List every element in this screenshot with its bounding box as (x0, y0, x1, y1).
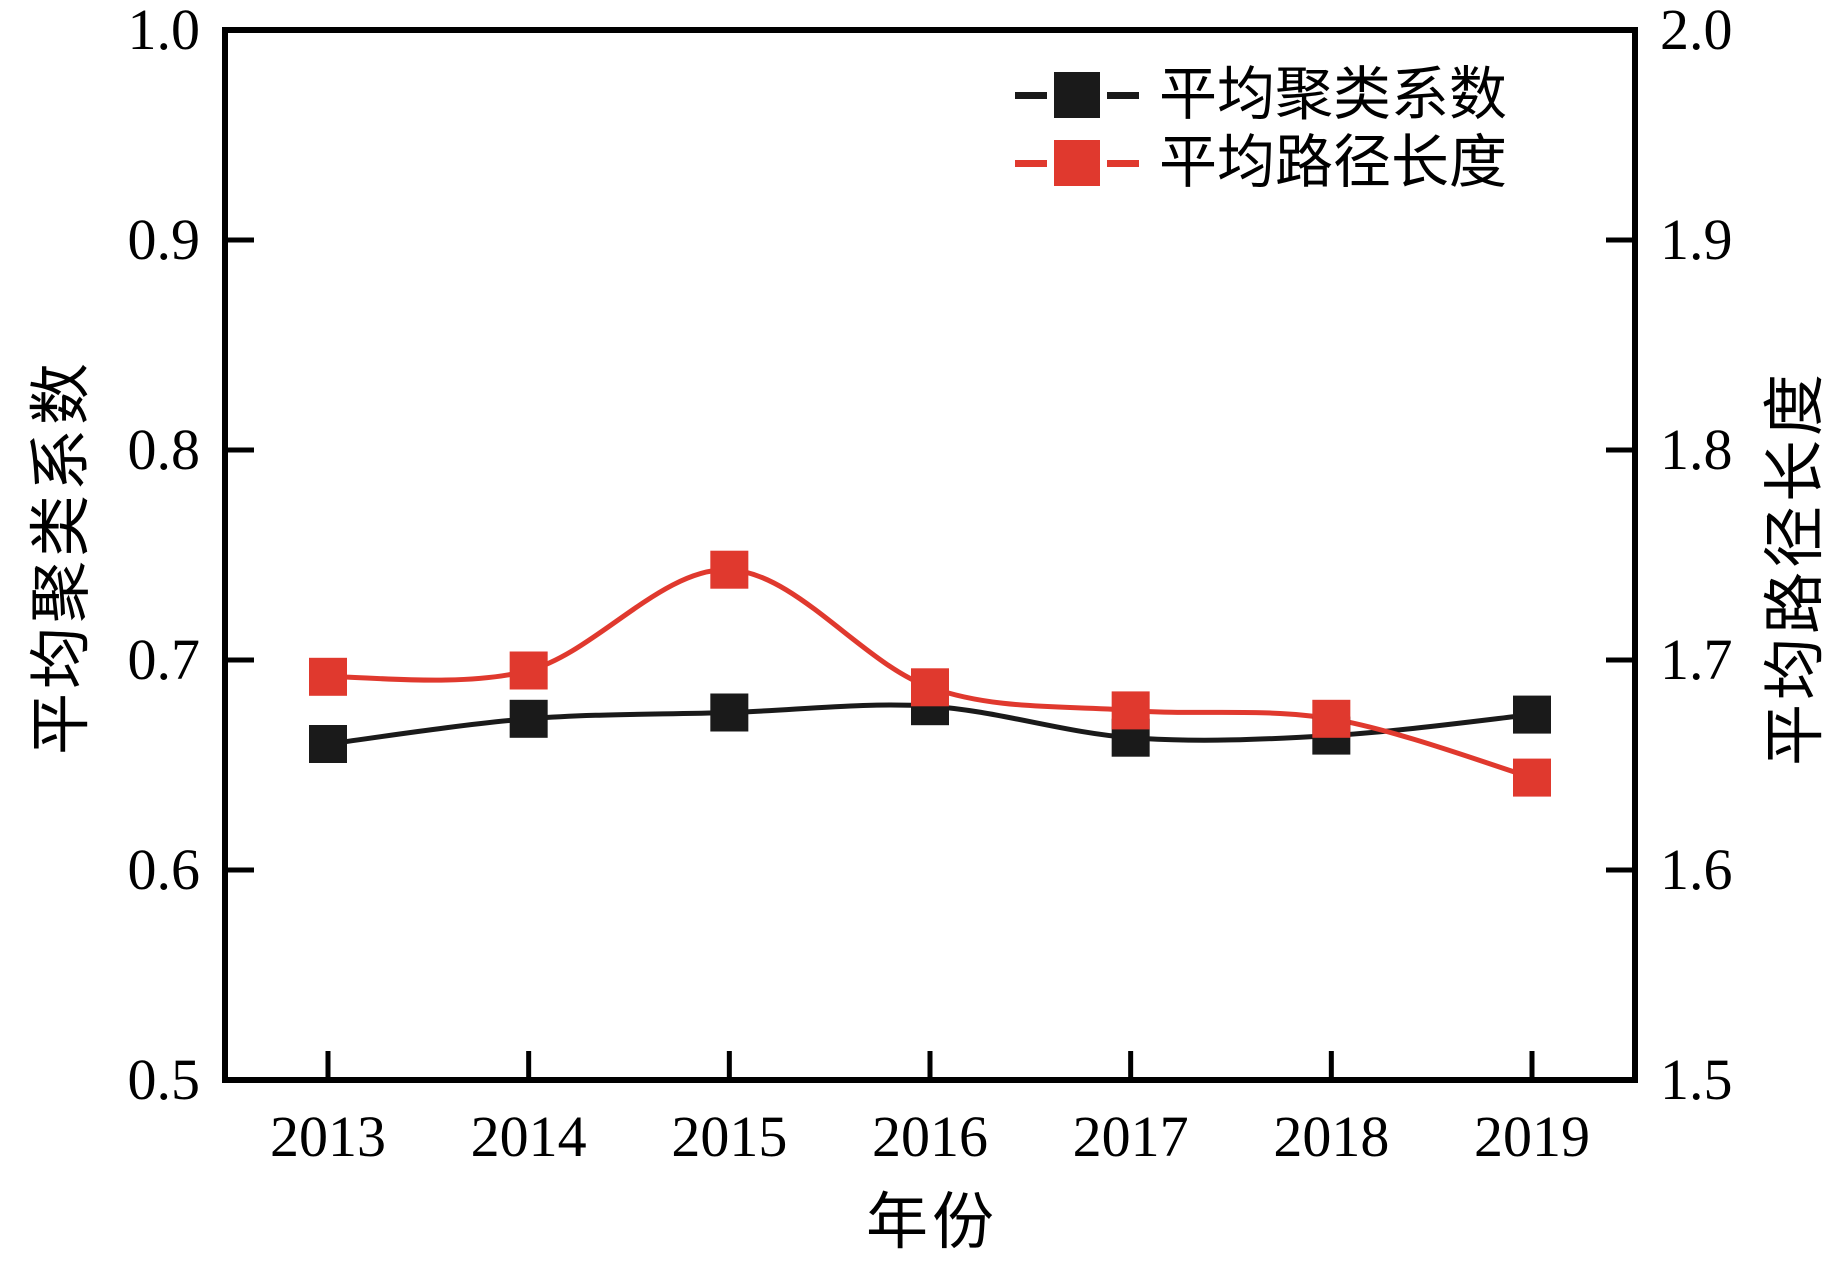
data-point-square-1 (509, 651, 548, 690)
plot-frame (222, 27, 1638, 1083)
left-axis-title: 平均聚类系数 (28, 358, 96, 756)
x-axis-tick-label: 2016 (872, 1104, 988, 1169)
left-axis-tick-label: 0.7 (127, 627, 201, 692)
right-axis-tick-label: 1.8 (1660, 417, 1733, 482)
legend-label-clustering: 平均聚类系数 (1159, 62, 1508, 127)
x-axis-title: 年份 (865, 1189, 999, 1257)
legend-marker-black-square-icon (1015, 72, 1139, 118)
left-axis-tick-label: 1.0 (127, 0, 201, 62)
data-point-square-0 (1513, 695, 1551, 734)
x-axis-tick-label: 2014 (470, 1104, 587, 1169)
x-axis-tick-label: 2015 (671, 1104, 788, 1169)
data-point-square-0 (509, 699, 548, 738)
right-axis-tick-label: 1.5 (1660, 1047, 1733, 1112)
legend: 平均聚类系数 平均路径长度 (1015, 66, 1507, 192)
data-point-square-0 (710, 693, 749, 732)
legend-label-pathlength: 平均路径长度 (1159, 130, 1508, 195)
right-axis-tick-label: 1.6 (1660, 837, 1733, 902)
right-axis-title: 平均路径长度 (1762, 369, 1830, 767)
legend-item-pathlength: 平均路径长度 (1015, 134, 1507, 192)
left-axis-tick-label: 0.9 (127, 207, 201, 272)
left-axis-tick-label: 0.6 (127, 837, 201, 902)
data-point-square-1 (1513, 758, 1551, 797)
x-axis-tick-label: 2018 (1273, 1104, 1390, 1169)
data-point-square-0 (309, 725, 347, 763)
x-axis-tick-label: 2017 (1072, 1104, 1189, 1169)
right-axis-tick-label: 1.9 (1660, 207, 1733, 272)
x-axis-tick-label: 2013 (270, 1104, 386, 1169)
data-point-square-1 (1111, 691, 1150, 730)
left-axis-tick-label: 0.5 (127, 1047, 201, 1112)
left-axis-tick-label: 0.8 (127, 417, 201, 482)
data-point-square-1 (309, 657, 347, 696)
legend-marker-red-square-icon (1015, 140, 1139, 186)
data-point-square-1 (911, 668, 949, 707)
data-point-square-1 (1312, 699, 1351, 738)
legend-item-clustering: 平均聚类系数 (1015, 66, 1507, 124)
x-axis-tick-label: 2019 (1474, 1104, 1590, 1169)
right-axis-tick-label: 2.0 (1660, 0, 1733, 62)
data-point-square-1 (710, 550, 749, 589)
right-axis-tick-label: 1.7 (1660, 627, 1733, 692)
